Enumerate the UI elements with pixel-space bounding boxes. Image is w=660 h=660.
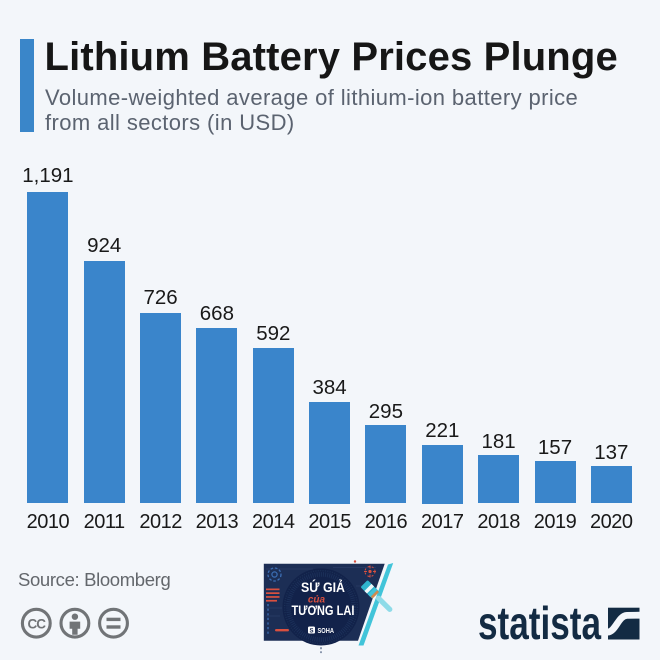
svg-text:statista: statista <box>478 598 601 643</box>
svg-text:TƯƠNG LAI: TƯƠNG LAI <box>292 603 355 618</box>
svg-text:CC: CC <box>28 617 47 632</box>
svg-text:SỨ GIẢ: SỨ GIẢ <box>301 578 345 595</box>
svg-text:S: S <box>309 628 313 634</box>
svg-text:SOHA: SOHA <box>318 626 335 635</box>
svg-text:của: của <box>308 595 326 606</box>
